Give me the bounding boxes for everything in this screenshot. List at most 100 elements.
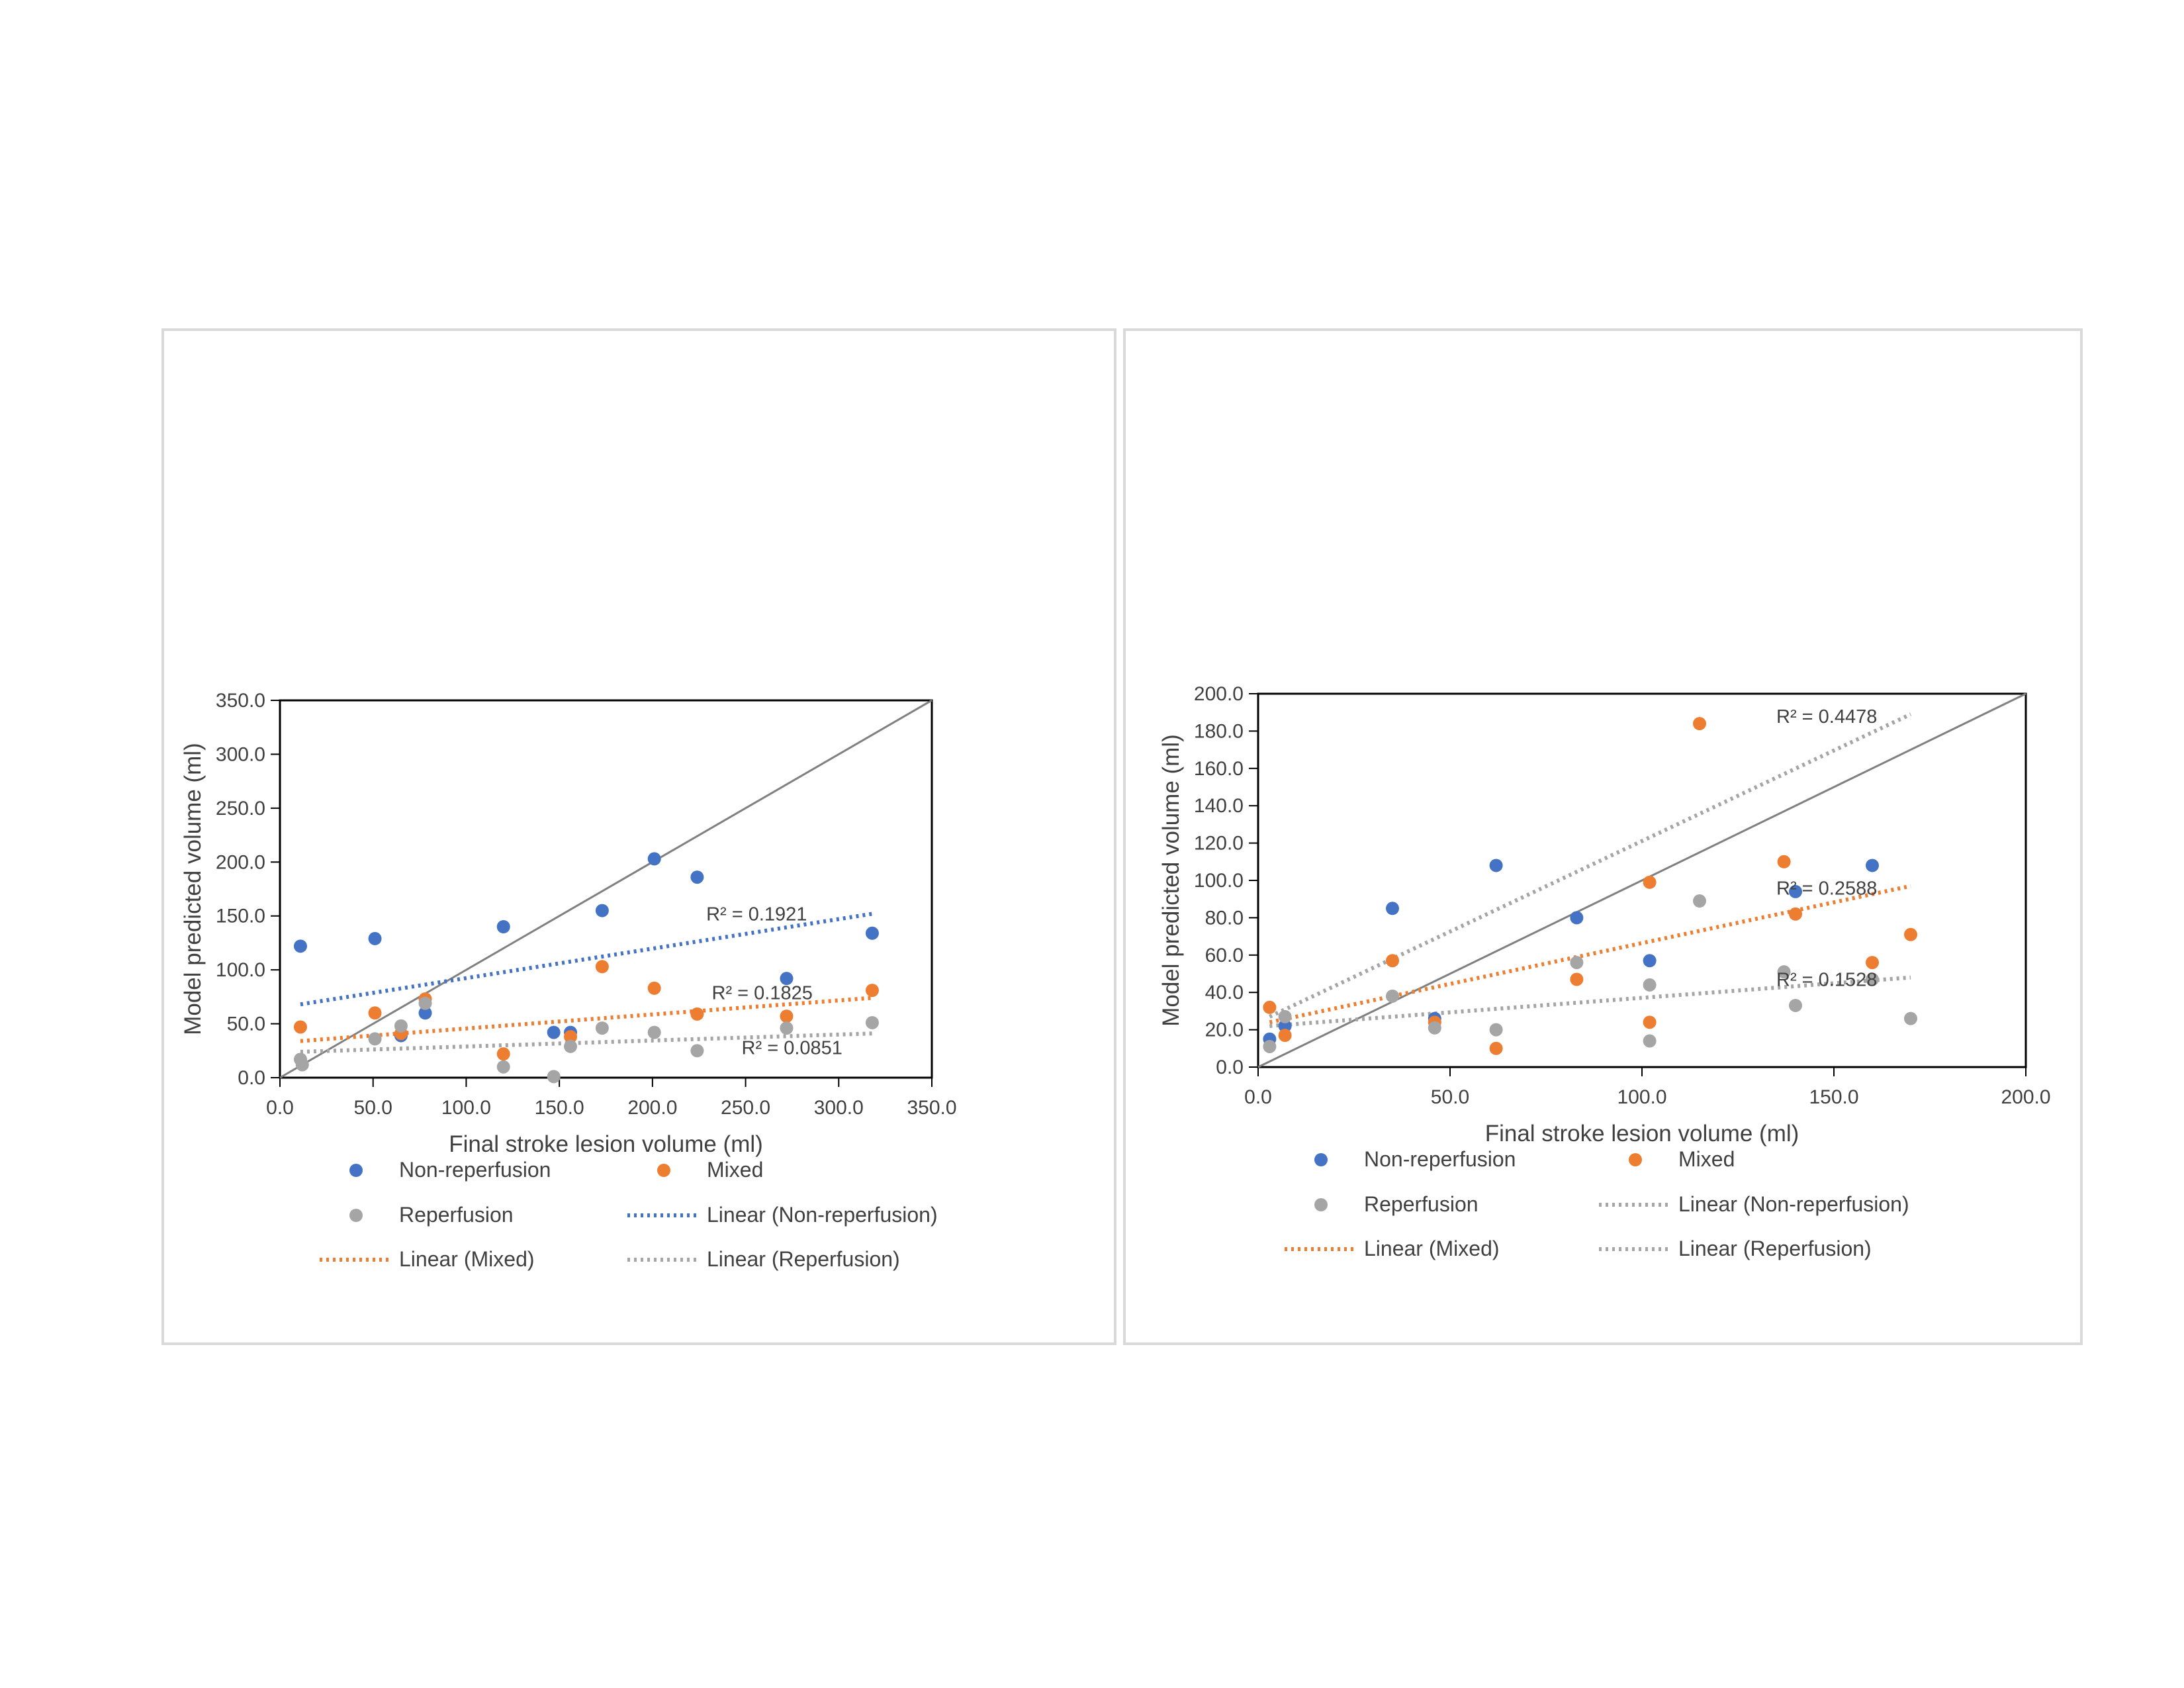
left-point-mixed <box>368 1006 382 1020</box>
right-point-mixed <box>1777 855 1791 868</box>
left-legend-label-mixed: Mixed <box>707 1158 763 1182</box>
left-point-reperfusion <box>547 1070 561 1084</box>
left-x-axis-title: Final stroke lesion volume (ml) <box>449 1131 763 1157</box>
left-y-tick-label: 150.0 <box>216 906 265 927</box>
right-point-mixed <box>1570 972 1584 986</box>
right-legend-marker-reperfusion <box>1314 1198 1328 1211</box>
left-point-reperfusion <box>496 1060 510 1074</box>
left-point-non-reperfusion <box>595 904 609 917</box>
right-x-axis-title: Final stroke lesion volume (ml) <box>1485 1121 1799 1147</box>
left-identity-line <box>279 699 933 1079</box>
chart-panel-left: 0.0 50.0 100.0 150.0 200.0 250.0 300.0 350.0 0.0… <box>161 328 1116 1345</box>
right-trendline-linear-non-reperfusion <box>1269 712 1912 1019</box>
right-x-tick-label: 200.0 <box>2001 1086 2050 1108</box>
left-point-reperfusion <box>564 1039 578 1053</box>
left-point-non-reperfusion <box>647 852 661 866</box>
right-legend-label-linear-mixed: Linear (Mixed) <box>1364 1237 1500 1260</box>
right-point-mixed <box>1643 875 1657 889</box>
left-point-reperfusion <box>690 1044 704 1058</box>
left-x-tick-label: 100.0 <box>441 1097 491 1119</box>
left-legend-marker-non-reperfusion <box>349 1164 363 1177</box>
right-legend-label-reperfusion: Reperfusion <box>1364 1192 1479 1216</box>
left-point-mixed <box>647 981 661 995</box>
right-point-reperfusion <box>1263 1039 1277 1053</box>
left-point-non-reperfusion <box>293 939 307 953</box>
right-point-reperfusion <box>1278 1009 1292 1023</box>
right-x-tick-label: 0.0 <box>1244 1086 1272 1108</box>
right-legend-label-mixed: Mixed <box>1678 1147 1735 1171</box>
left-x-tick-label: 50.0 <box>354 1097 392 1119</box>
left-point-non-reperfusion <box>368 931 382 945</box>
right-y-tick-label: 60.0 <box>1205 945 1244 966</box>
scatter-chart-left: 0.0 50.0 100.0 150.0 200.0 250.0 300.0 350.0 0.0… <box>180 690 957 1271</box>
left-point-reperfusion <box>295 1058 309 1072</box>
left-legend-label-reperfusion: Reperfusion <box>399 1203 514 1227</box>
right-y-tick-label: 80.0 <box>1205 907 1244 929</box>
right-point-non-reperfusion <box>1643 954 1657 968</box>
left-y-tick-label: 50.0 <box>227 1013 265 1035</box>
left-legend-marker-reperfusion <box>349 1209 363 1222</box>
right-y-tick-label: 100.0 <box>1194 870 1244 892</box>
right-legend-label-linear-reperfusion: Linear (Reperfusion) <box>1678 1237 1872 1260</box>
right-point-mixed <box>1643 1015 1657 1029</box>
scatter-chart-right: 0.0 20.0 40.0 60.0 80.0 100.0 120.0 140.0 160.0 1… <box>1158 683 2051 1260</box>
left-point-mixed <box>690 1007 704 1021</box>
left-legend-label-linear-mixed: Linear (Mixed) <box>399 1247 535 1271</box>
chart-panel-right: 0.0 20.0 40.0 60.0 80.0 100.0 120.0 140.0 160.0 1… <box>1123 328 2083 1345</box>
left-point-non-reperfusion <box>496 920 510 933</box>
right-y-tick-label: 200.0 <box>1194 683 1244 705</box>
left-r2-label-linear-non-reperfusion: R² = 0.1921 <box>706 904 807 925</box>
right-point-non-reperfusion <box>1489 859 1503 872</box>
left-plot-area <box>279 699 933 1079</box>
left-legend-label-linear-reperfusion: Linear (Reperfusion) <box>707 1247 900 1271</box>
right-trendline-linear-reperfusion <box>1269 975 1911 1028</box>
right-y-tick-label: 0.0 <box>1216 1056 1244 1078</box>
left-point-reperfusion <box>865 1015 879 1029</box>
left-point-non-reperfusion <box>780 972 794 986</box>
right-y-axis-title: Model predicted volume (ml) <box>1158 734 1184 1027</box>
left-y-tick-label: 250.0 <box>216 798 265 820</box>
right-identity-line <box>1257 692 2026 1068</box>
left-point-non-reperfusion <box>690 870 704 884</box>
left-y-tick-label: 100.0 <box>216 959 265 981</box>
right-point-mixed <box>1386 954 1399 968</box>
right-legend-marker-mixed <box>1629 1153 1642 1166</box>
left-point-mixed <box>564 1030 578 1044</box>
right-point-reperfusion <box>1489 1023 1503 1037</box>
left-legend-marker-mixed <box>657 1164 670 1177</box>
left-x-tick-label: 150.0 <box>535 1097 584 1119</box>
right-r2-label-linear-reperfusion: R² = 0.1528 <box>1776 969 1877 990</box>
right-y-tick-label: 120.0 <box>1194 833 1244 855</box>
left-r2-label-linear-mixed: R² = 0.1825 <box>712 982 813 1004</box>
left-trendline-linear-reperfusion <box>300 1031 873 1054</box>
left-y-tick-label: 0.0 <box>238 1067 265 1089</box>
right-point-reperfusion <box>1386 989 1399 1003</box>
right-point-mixed <box>1278 1029 1292 1043</box>
right-y-tick-label: 180.0 <box>1194 720 1244 742</box>
right-legend-marker-non-reperfusion <box>1314 1153 1328 1166</box>
right-point-mixed <box>1489 1041 1503 1055</box>
left-point-reperfusion <box>394 1019 408 1033</box>
left-x-tick-label: 350.0 <box>907 1097 956 1119</box>
left-y-tick-label: 300.0 <box>216 743 265 765</box>
right-y-tick-label: 140.0 <box>1194 795 1244 817</box>
left-point-reperfusion <box>418 996 432 1010</box>
right-r2-label-linear-mixed: R² = 0.2588 <box>1776 878 1877 899</box>
right-point-mixed <box>1693 717 1706 731</box>
left-x-tick-label: 250.0 <box>721 1097 770 1119</box>
left-x-tick-label: 200.0 <box>627 1097 677 1119</box>
right-r2-label-linear-non-reperfusion: R² = 0.4478 <box>1776 706 1877 727</box>
right-point-non-reperfusion <box>1866 859 1879 872</box>
left-point-non-reperfusion <box>418 1006 432 1020</box>
left-y-axis-title: Model predicted volume (ml) <box>180 743 206 1035</box>
right-point-reperfusion <box>1643 978 1657 992</box>
right-point-mixed <box>1789 907 1802 921</box>
left-r2-label-linear-reperfusion: R² = 0.0851 <box>742 1037 842 1058</box>
left-point-mixed <box>293 1020 307 1034</box>
left-point-reperfusion <box>368 1032 382 1046</box>
left-legend-label-non-reperfusion: Non-reperfusion <box>399 1158 551 1182</box>
right-point-mixed <box>1263 1000 1277 1014</box>
left-point-non-reperfusion <box>547 1025 561 1039</box>
left-y-tick-label: 350.0 <box>216 690 265 712</box>
right-point-reperfusion <box>1643 1034 1657 1048</box>
